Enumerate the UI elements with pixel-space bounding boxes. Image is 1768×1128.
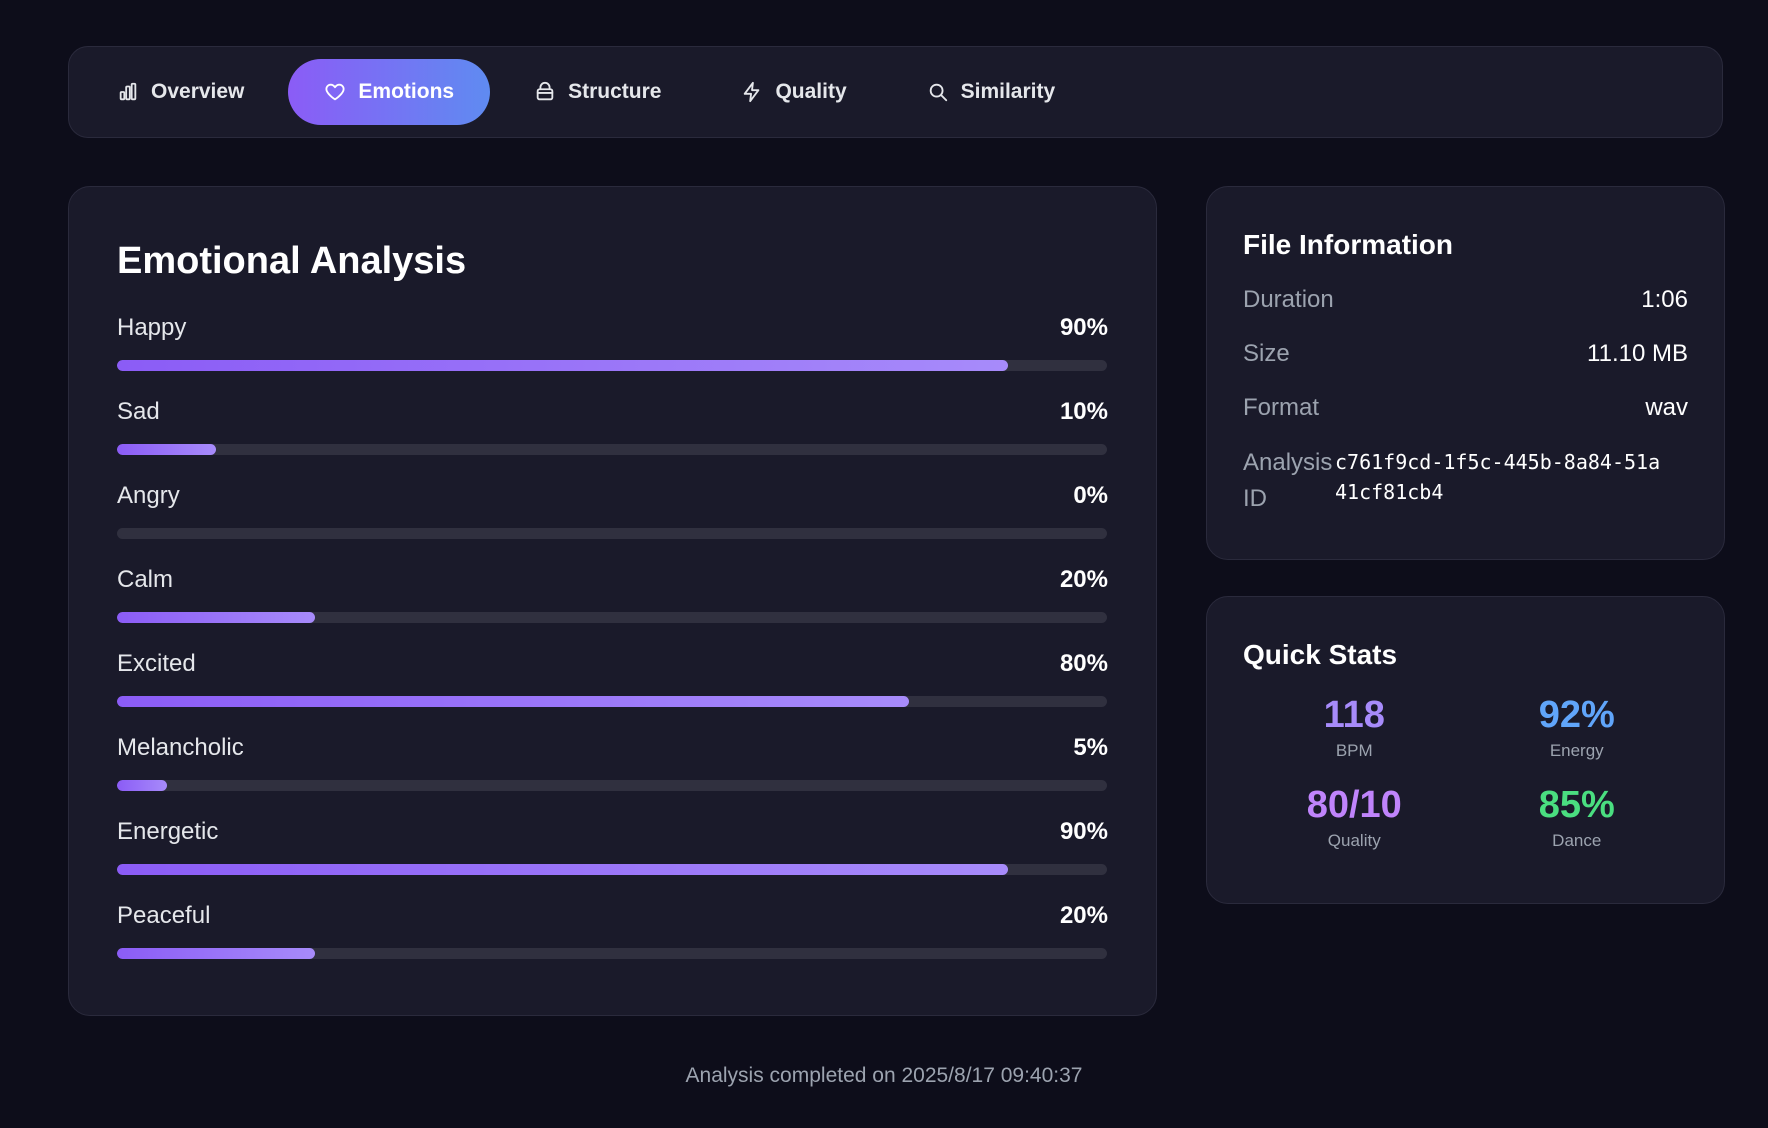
emotion-row-header: Excited 80% (117, 647, 1108, 681)
emotion-row-header: Calm 20% (117, 563, 1108, 597)
tab-similarity[interactable]: Similarity (891, 59, 1092, 125)
emotion-progress-fill (117, 444, 216, 455)
emotion-percent: 80% (1059, 650, 1108, 677)
emotion-progress-track (117, 444, 1107, 455)
quick-stats-title: Quick Stats (1243, 639, 1398, 670)
duration-label: Duration (1243, 286, 1334, 313)
emotion-percent: 20% (1059, 566, 1108, 593)
emotion-progress-track (117, 780, 1107, 791)
tab-label: Overview (151, 80, 245, 103)
emotion-label: Excited (117, 650, 196, 677)
duration-row: Duration 1:06 (1243, 283, 1688, 337)
emotion-row-header: Energetic 90% (117, 815, 1108, 849)
stat-dance: 85% Dance (1466, 783, 1689, 851)
stat-value: 80/10 (1306, 784, 1402, 826)
emotion-row-sad: Sad 10% (117, 395, 1108, 479)
lightning-icon (744, 81, 760, 103)
stat-label: BPM (1335, 741, 1373, 760)
emotion-percent: 5% (1073, 734, 1108, 761)
stat-label: Quality (1327, 831, 1381, 850)
emotion-row-happy: Happy 90% (117, 311, 1108, 395)
emotion-progress-fill (117, 780, 167, 791)
size-label: Size (1243, 340, 1290, 367)
tab-overview[interactable]: Overview (81, 59, 280, 125)
emotional-analysis-title: Emotional Analysis (117, 240, 467, 282)
stat-bpm: 118 BPM (1243, 693, 1466, 761)
emotional-analysis-card: Emotional Analysis Happy 90% Sad 10% Angry 0%… (68, 186, 1157, 1016)
emotion-progress-fill (117, 948, 315, 959)
emotion-label: Calm (117, 566, 174, 593)
stat-value: 118 (1323, 694, 1385, 736)
analysis-id-row: Analysis ID c761f9cd-1f5c-445b-8a84-51a4… (1243, 445, 1688, 517)
layers-icon (536, 81, 554, 101)
emotion-percent: 90% (1059, 314, 1108, 341)
duration-value: 1:06 (1641, 286, 1688, 313)
tab-structure[interactable]: Structure (498, 59, 697, 125)
emotion-label: Sad (117, 398, 160, 425)
analysis-id-label: Analysis ID (1243, 449, 1333, 512)
emotion-progress-track (117, 360, 1107, 371)
emotion-percent: 10% (1059, 398, 1108, 425)
stat-value: 92% (1538, 694, 1615, 736)
emotion-list: Happy 90% Sad 10% Angry 0% Calm 20% Excited 80% Me… (117, 311, 1108, 983)
tab-label: Emotions (358, 80, 455, 103)
stat-label: Dance (1552, 831, 1602, 850)
emotion-row-energetic: Energetic 90% (117, 815, 1108, 899)
stat-quality: 80/10 Quality (1243, 783, 1466, 851)
emotion-row-header: Melancholic 5% (117, 731, 1108, 765)
file-information-title: File Information (1243, 229, 1453, 260)
emotion-progress-track (117, 528, 1107, 539)
file-information-card: File Information Duration 1:06 Size 11.1… (1206, 186, 1725, 560)
emotion-progress-track (117, 948, 1107, 959)
emotion-row-header: Sad 10% (117, 395, 1108, 429)
emotion-label: Angry (117, 482, 180, 509)
tab-label: Quality (775, 80, 847, 103)
emotion-percent: 90% (1059, 818, 1108, 845)
emotion-progress-track (117, 696, 1107, 707)
emotion-progress-fill (117, 612, 315, 623)
emotion-progress-track (117, 864, 1107, 875)
emotion-row-calm: Calm 20% (117, 563, 1108, 647)
format-row: Format wav (1243, 391, 1688, 445)
stat-energy: 92% Energy (1466, 693, 1689, 761)
size-value: 11.10 MB (1587, 340, 1688, 367)
emotion-progress-fill (117, 360, 1008, 371)
emotion-row-angry: Angry 0% (117, 479, 1108, 563)
search-icon (929, 83, 947, 102)
emotion-label: Energetic (117, 818, 219, 845)
stats-grid: 118 BPM 92% Energy 80/10 Quality 85% Dan… (1243, 693, 1688, 851)
emotion-percent: 0% (1073, 482, 1108, 509)
emotion-row-header: Happy 90% (117, 311, 1108, 345)
emotion-row-melancholic: Melancholic 5% (117, 731, 1108, 815)
emotion-row-peaceful: Peaceful 20% (117, 899, 1108, 983)
emotion-row-header: Peaceful 20% (117, 899, 1108, 933)
emotion-progress-track (117, 612, 1107, 623)
tab-label: Similarity (960, 80, 1056, 103)
size-row: Size 11.10 MB (1243, 337, 1688, 391)
format-label: Format (1243, 394, 1320, 421)
bar-chart-icon (119, 82, 137, 101)
tab-emotions[interactable]: Emotions (288, 59, 491, 125)
emotion-row-header: Angry 0% (117, 479, 1108, 513)
quick-stats-card: Quick Stats 118 BPM 92% Energy 80/10 Qua… (1206, 596, 1725, 904)
tab-quality[interactable]: Quality (705, 59, 882, 125)
emotion-label: Melancholic (117, 734, 244, 761)
stat-label: Energy (1549, 741, 1604, 760)
tab-label: Structure (568, 80, 662, 103)
tab-bar: Overview Emotions Structure Quality Simi… (68, 46, 1723, 138)
heart-icon (325, 83, 345, 101)
emotion-label: Peaceful (117, 902, 211, 929)
emotion-progress-fill (117, 864, 1008, 875)
analysis-id-value: c761f9cd-1f5c-445b-8a84-51a41cf81cb4 (1335, 450, 1661, 504)
stat-value: 85% (1538, 784, 1615, 826)
emotion-percent: 20% (1059, 902, 1108, 929)
emotion-progress-fill (117, 696, 909, 707)
format-value: wav (1645, 394, 1688, 421)
emotion-label: Happy (117, 314, 187, 341)
emotion-row-excited: Excited 80% (117, 647, 1108, 731)
analysis-completed-footer: Analysis completed on 2025/8/17 09:40:37 (685, 1064, 1083, 1087)
